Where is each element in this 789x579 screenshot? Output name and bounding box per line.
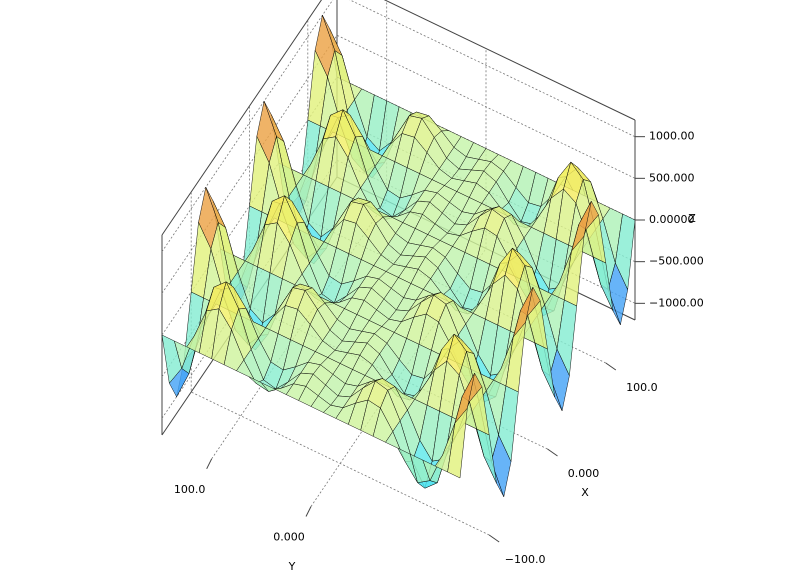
grid-line bbox=[161, 34, 636, 294]
x-tick bbox=[547, 448, 558, 457]
x-tick bbox=[488, 534, 500, 543]
surface-patch bbox=[447, 407, 468, 479]
x-tick-label: 100.0 bbox=[626, 381, 658, 394]
x-tick bbox=[605, 362, 617, 371]
y-tick bbox=[305, 506, 312, 517]
box-edge bbox=[161, 0, 636, 236]
y-tick-label: 100.0 bbox=[174, 483, 206, 496]
z-tick-label: 0.00000 bbox=[649, 213, 695, 226]
z-tick-label: 500.000 bbox=[649, 171, 695, 184]
y-tick bbox=[206, 458, 213, 470]
grid-line bbox=[310, 48, 487, 507]
grid-line bbox=[211, 0, 388, 460]
y-tick-label: 0.000 bbox=[273, 531, 305, 544]
y-axis-label: Y bbox=[288, 560, 296, 573]
z-tick-label: 1000.00 bbox=[649, 130, 695, 143]
z-tick-label: −1000.00 bbox=[649, 296, 704, 309]
z-tick-label: −500.000 bbox=[649, 255, 704, 268]
z-axis-label: Z bbox=[688, 212, 696, 225]
x-axis-label: X bbox=[581, 486, 589, 499]
grid-line bbox=[161, 0, 636, 252]
x-tick-label: 0.000 bbox=[568, 467, 600, 480]
x-tick-label: −100.0 bbox=[505, 553, 546, 566]
